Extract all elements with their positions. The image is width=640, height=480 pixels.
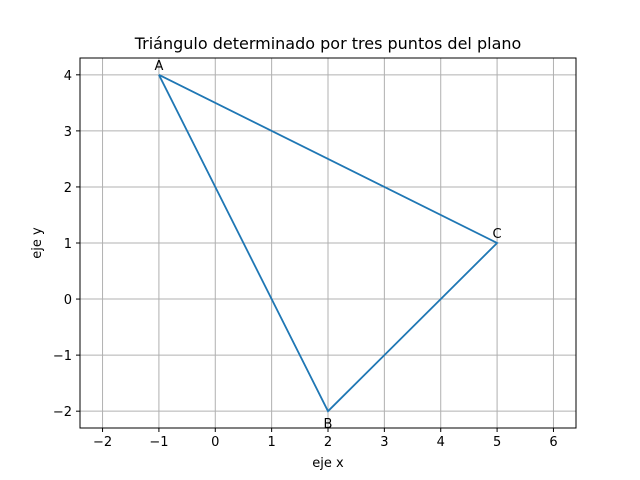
x-tick-label: 3: [380, 435, 388, 450]
x-tick-label: 6: [549, 435, 557, 450]
y-tick-label: 0: [64, 293, 72, 308]
point-label-a: A: [154, 59, 163, 74]
y-tick-label: −2: [53, 405, 72, 420]
y-tick-label: 1: [64, 237, 72, 252]
x-tick-label: 1: [267, 435, 275, 450]
y-tick-label: 2: [64, 181, 72, 196]
x-tick-label: 5: [493, 435, 501, 450]
plot-series: [158, 74, 499, 413]
x-tick-label: −1: [149, 435, 168, 450]
y-tick-label: 4: [64, 69, 72, 84]
point-label-b: B: [324, 417, 333, 432]
point-labels: A B C: [154, 59, 501, 432]
y-axis-label: eje y: [30, 227, 45, 259]
y-tick-label: 3: [64, 125, 72, 140]
x-tick-label: 2: [324, 435, 332, 450]
chart-title: Triángulo determinado por tres puntos de…: [134, 34, 522, 53]
x-axis-label: eje x: [312, 456, 344, 471]
x-tick-label: 0: [211, 435, 219, 450]
axis-ticks: −2 −1 0 1 2 3 4 5 6 −2 −1 0 1 2 3 4: [53, 69, 558, 450]
x-tick-label: −2: [93, 435, 112, 450]
grid: [80, 58, 576, 428]
point-label-c: C: [493, 227, 502, 242]
y-tick-label: −1: [53, 349, 72, 364]
triangle-line: [158, 74, 499, 413]
x-tick-label: 4: [437, 435, 445, 450]
